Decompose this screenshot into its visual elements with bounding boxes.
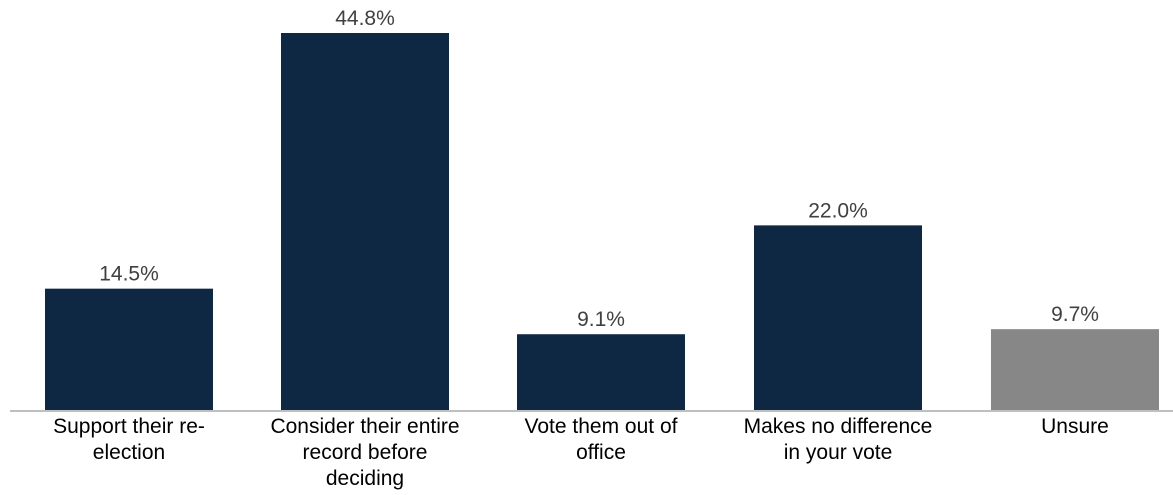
- value-label-consider-their-entire-record-before-deciding: 44.8%: [335, 7, 395, 30]
- bar-unsure: [991, 329, 1159, 411]
- value-labels-group: 14.5% 44.8% 9.1% 22.0% 9.7%: [99, 7, 1099, 331]
- category-label-no-difference: Makes no difference in your vote: [743, 415, 933, 464]
- bar-support-their-re-election: [45, 288, 213, 411]
- value-label-unsure: 9.7%: [1051, 303, 1099, 326]
- bar-makes-no-difference-in-your-vote: [754, 225, 922, 411]
- category-label-vote-out: Vote them out of office: [524, 415, 678, 464]
- value-label-makes-no-difference-in-your-vote: 22.0%: [808, 199, 868, 222]
- bar-consider-their-entire-record-before-deciding: [281, 33, 449, 411]
- category-label-consider-record: Consider their entire record before deci…: [270, 415, 460, 490]
- category-label-unsure: Unsure: [1041, 415, 1109, 438]
- value-label-vote-them-out-of-office: 9.1%: [577, 308, 625, 331]
- category-label-support-reelection: Support their re- election: [53, 415, 205, 464]
- bar-vote-them-out-of-office: [517, 334, 685, 411]
- value-label-support-their-re-election: 14.5%: [99, 263, 159, 286]
- bars-group: [45, 33, 1159, 411]
